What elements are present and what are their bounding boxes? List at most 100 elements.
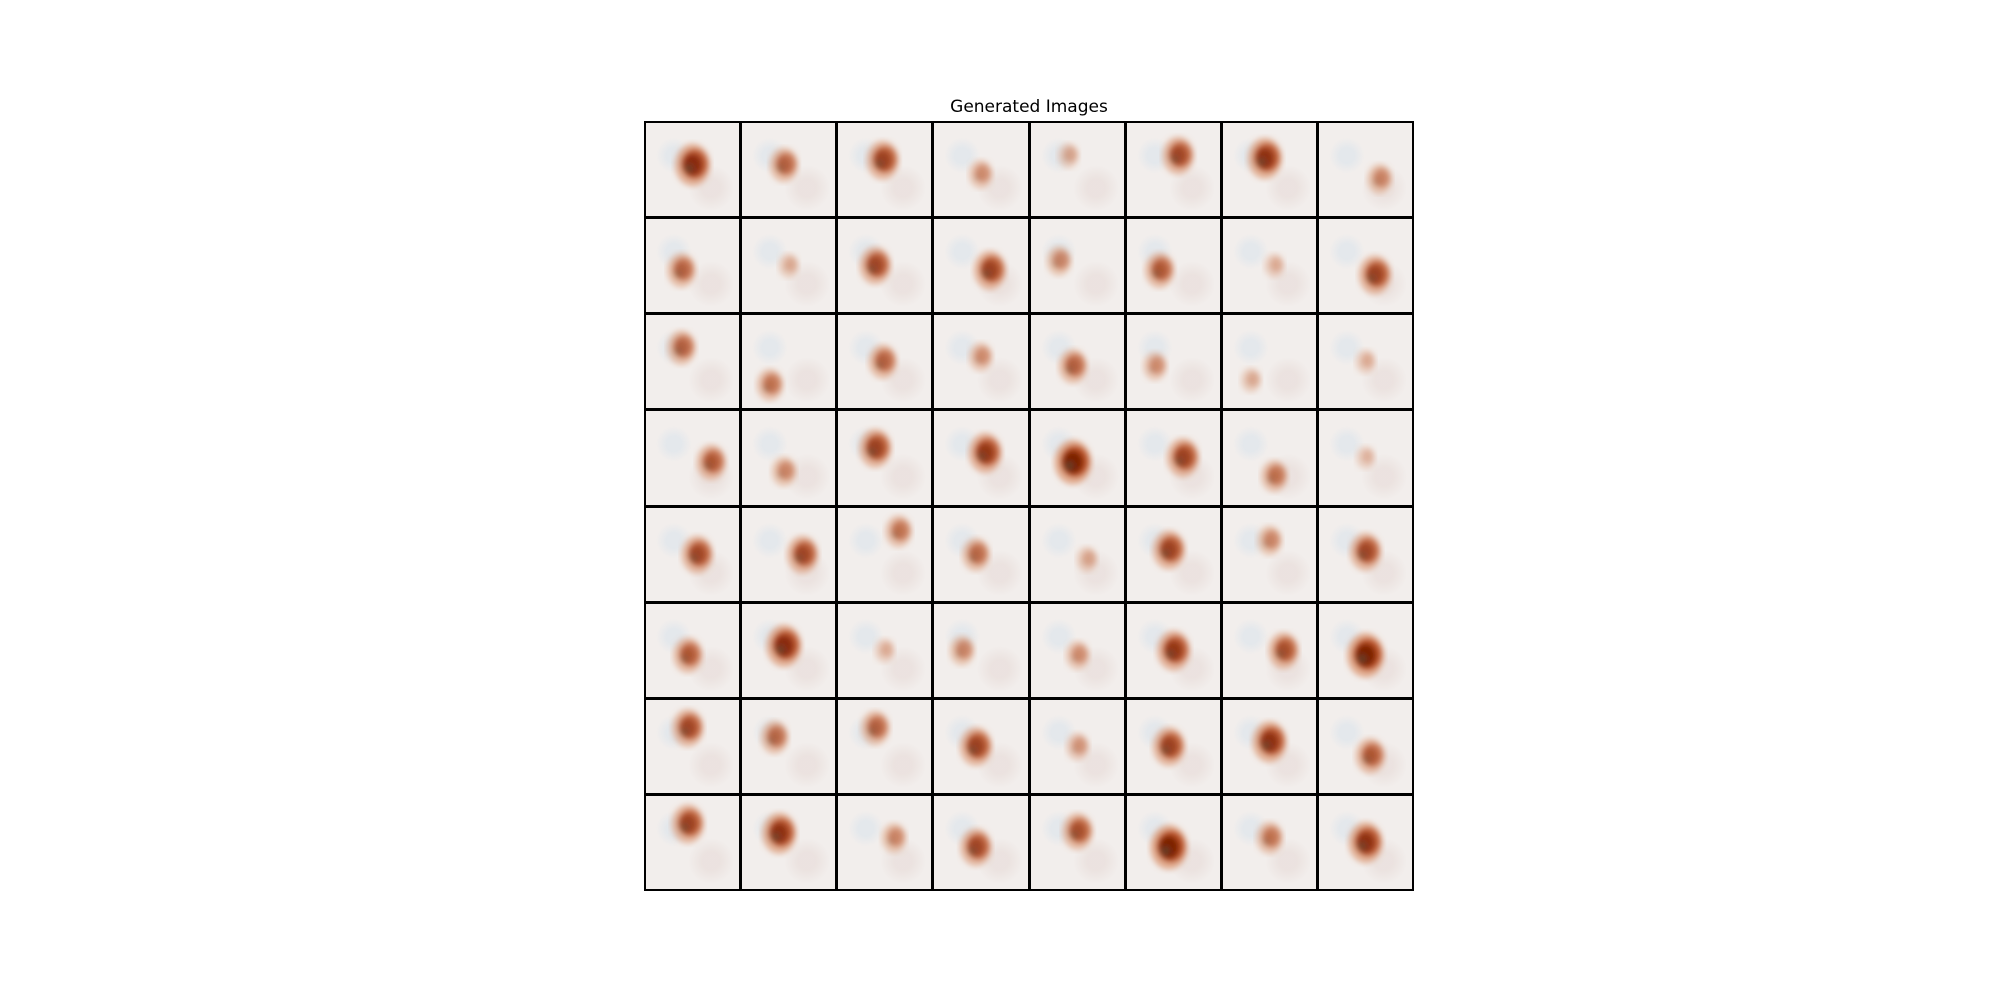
- generated-sample-tile: [742, 507, 836, 601]
- generated-sample-tile: [1030, 795, 1124, 889]
- sample-image: [866, 140, 900, 180]
- sample-image: [1061, 812, 1093, 850]
- generated-sample-tile: [1030, 699, 1124, 793]
- sample-image: [1240, 367, 1262, 393]
- sample-image: [1366, 163, 1392, 194]
- sample-image: [968, 433, 1003, 474]
- generated-sample-tile: [742, 219, 836, 313]
- sample-image: [1057, 349, 1087, 384]
- sample-image: [1156, 630, 1190, 671]
- sample-image: [874, 637, 896, 663]
- generated-sample-tile: [1222, 411, 1316, 505]
- generated-sample-tile: [1318, 315, 1412, 409]
- generated-sample-tile: [1030, 123, 1124, 217]
- generated-sample-tile: [1030, 603, 1124, 697]
- generated-sample-tile: [1318, 219, 1412, 313]
- sample-image: [868, 344, 898, 380]
- generated-sample-tile: [838, 507, 932, 601]
- sample-image: [1057, 142, 1079, 169]
- sample-image: [859, 429, 892, 469]
- sample-image: [1075, 545, 1098, 572]
- generated-sample-tile: [1030, 411, 1124, 505]
- generated-sample-tile: [742, 795, 836, 889]
- sample-image: [1144, 252, 1175, 289]
- sample-image: [1355, 446, 1376, 470]
- generated-sample-tile: [742, 123, 836, 217]
- generated-sample-tile: [838, 315, 932, 409]
- sample-image: [666, 330, 696, 366]
- generated-sample-tile: [742, 315, 836, 409]
- sample-image: [760, 720, 789, 754]
- generated-sample-tile: [838, 795, 932, 889]
- sample-image: [1053, 440, 1092, 485]
- generated-sample-tile: [646, 123, 740, 217]
- sample-image: [1355, 737, 1385, 774]
- generated-sample-tile: [934, 603, 1028, 697]
- sample-image: [762, 812, 797, 854]
- sample-image: [1065, 732, 1089, 761]
- sample-image: [673, 636, 703, 673]
- generated-sample-tile: [1126, 603, 1220, 697]
- generated-sample-tile: [646, 603, 740, 697]
- sample-image: [1149, 824, 1188, 870]
- sample-image: [671, 804, 705, 844]
- generated-sample-tile: [838, 411, 932, 505]
- sample-image: [1045, 245, 1072, 277]
- generated-sample-tile: [1126, 795, 1220, 889]
- generated-sample-tile: [1318, 795, 1412, 889]
- sample-image: [1355, 349, 1376, 375]
- sample-image: [681, 535, 714, 574]
- generated-sample-tile: [934, 219, 1028, 313]
- sample-image: [1166, 438, 1199, 478]
- generated-sample-tile: [1222, 123, 1316, 217]
- generated-sample-tile: [742, 699, 836, 793]
- generated-sample-tile: [1030, 507, 1124, 601]
- generated-sample-tile: [742, 603, 836, 697]
- generated-sample-tile: [1318, 123, 1412, 217]
- generated-sample-tile: [1126, 411, 1220, 505]
- generated-sample-tile: [838, 699, 932, 793]
- generated-sample-tile: [1126, 315, 1220, 409]
- sample-image: [766, 624, 802, 667]
- generated-sample-tile: [1126, 507, 1220, 601]
- sample-image: [861, 710, 890, 746]
- sample-image: [960, 828, 993, 867]
- sample-image: [1152, 529, 1185, 569]
- sample-image: [1142, 351, 1167, 381]
- generated-sample-tile: [1318, 699, 1412, 793]
- sample-image: [786, 535, 819, 574]
- sample-image: [771, 456, 797, 487]
- sample-image: [1346, 632, 1385, 678]
- sample-image: [962, 537, 991, 571]
- generated-sample-tile: [1030, 315, 1124, 409]
- generated-sample-tile: [646, 411, 740, 505]
- generated-sample-tile: [1030, 219, 1124, 313]
- sample-image: [1255, 821, 1283, 854]
- sample-image: [968, 159, 994, 189]
- generated-sample-tile: [1126, 123, 1220, 217]
- generated-sample-tile: [934, 123, 1028, 217]
- sample-image: [666, 253, 696, 288]
- sample-image: [1348, 821, 1383, 864]
- sample-image: [859, 246, 892, 285]
- generated-sample-tile: [646, 699, 740, 793]
- generated-sample-tile: [646, 315, 740, 409]
- generated-sample-tile: [1222, 603, 1316, 697]
- sample-image: [756, 368, 784, 402]
- generated-sample-tile: [1126, 219, 1220, 313]
- sample-image: [1247, 137, 1282, 180]
- generated-sample-tile: [838, 219, 932, 313]
- generated-sample-tile: [1222, 699, 1316, 793]
- generated-sample-tile: [934, 315, 1028, 409]
- sample-image: [1260, 460, 1288, 493]
- sample-image: [1358, 255, 1392, 295]
- generated-sample-tile: [1318, 507, 1412, 601]
- sample-image: [949, 635, 975, 666]
- generated-sample-tile: [1126, 699, 1220, 793]
- generated-sample-tile: [934, 507, 1028, 601]
- generated-sample-tile: [1222, 795, 1316, 889]
- generated-sample-tile: [1318, 603, 1412, 697]
- generated-sample-tile: [838, 123, 932, 217]
- sample-image: [881, 822, 907, 853]
- sample-image: [1256, 525, 1282, 556]
